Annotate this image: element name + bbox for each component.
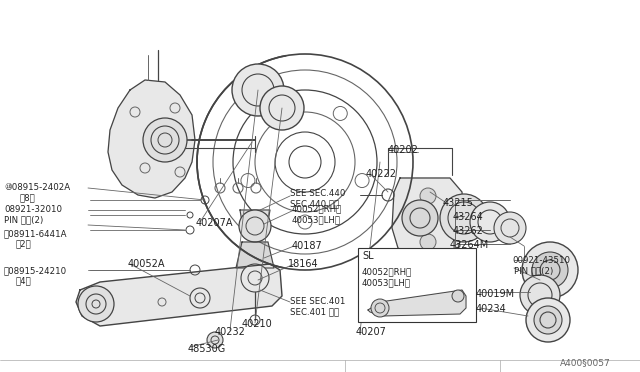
Circle shape [78,286,114,322]
Text: 40052（RH）: 40052（RH） [362,267,412,276]
Text: 40053（LH）: 40053（LH） [362,278,411,287]
Circle shape [402,200,438,236]
Text: SEE SEC.401: SEE SEC.401 [290,297,346,306]
Text: Ⓝ08911-6441A: Ⓝ08911-6441A [4,229,67,238]
Text: 〈2〉: 〈2〉 [16,239,32,248]
Text: 40019M: 40019M [476,289,515,299]
Text: 40053（LH）: 40053（LH） [292,215,341,224]
Circle shape [232,64,284,116]
Text: Ⓥ08915-24210: Ⓥ08915-24210 [4,266,67,275]
Text: 40202: 40202 [388,145,419,155]
Text: 08921-32010: 08921-32010 [4,205,62,214]
Circle shape [440,194,488,242]
Circle shape [190,288,210,308]
Text: 18164: 18164 [288,259,319,269]
Text: 43215: 43215 [443,198,474,208]
Text: PIN ピン(2): PIN ピン(2) [4,215,44,224]
Circle shape [420,234,436,250]
Text: 40207: 40207 [356,327,387,337]
Text: A400§0057: A400§0057 [560,358,611,367]
Text: SEE SEC.440: SEE SEC.440 [290,189,346,198]
Circle shape [494,212,526,244]
Circle shape [532,252,568,288]
Polygon shape [108,80,195,198]
Text: 48530G: 48530G [188,344,227,354]
Text: SEC.440 参照: SEC.440 参照 [290,199,339,208]
Circle shape [470,202,510,242]
Polygon shape [392,178,464,258]
Text: 40210: 40210 [242,319,273,329]
Polygon shape [368,290,466,316]
Polygon shape [240,210,270,222]
Circle shape [534,306,562,334]
Text: 43264M: 43264M [450,240,489,250]
Bar [358,248,476,322]
Circle shape [207,332,223,348]
Text: 40052（RH）: 40052（RH） [292,204,342,213]
Text: 40232: 40232 [215,327,246,337]
Circle shape [239,210,271,242]
Polygon shape [236,242,274,268]
Text: PIN ピン(2): PIN ピン(2) [514,266,553,275]
Circle shape [260,86,304,130]
Text: 40234: 40234 [476,304,507,314]
Text: 〈8〉: 〈8〉 [20,193,36,202]
Text: SEC.401 参照: SEC.401 参照 [290,307,339,316]
Text: 40222: 40222 [366,169,397,179]
Text: 40052A: 40052A [128,259,166,269]
Circle shape [520,275,560,315]
Circle shape [526,298,570,342]
Text: 40187: 40187 [292,241,323,251]
Text: 43262: 43262 [453,226,484,236]
Text: 00921-43510: 00921-43510 [512,256,570,265]
Text: 43264: 43264 [453,212,484,222]
Circle shape [452,290,464,302]
Polygon shape [76,264,282,326]
Text: SL: SL [362,251,374,261]
Circle shape [143,118,187,162]
Circle shape [522,242,578,298]
Text: 〈4〉: 〈4〉 [16,276,32,285]
Text: 40207A: 40207A [196,218,234,228]
Circle shape [420,188,436,204]
Circle shape [371,299,389,317]
Text: ⑩08915-2402A: ⑩08915-2402A [4,183,70,192]
Circle shape [241,264,269,292]
